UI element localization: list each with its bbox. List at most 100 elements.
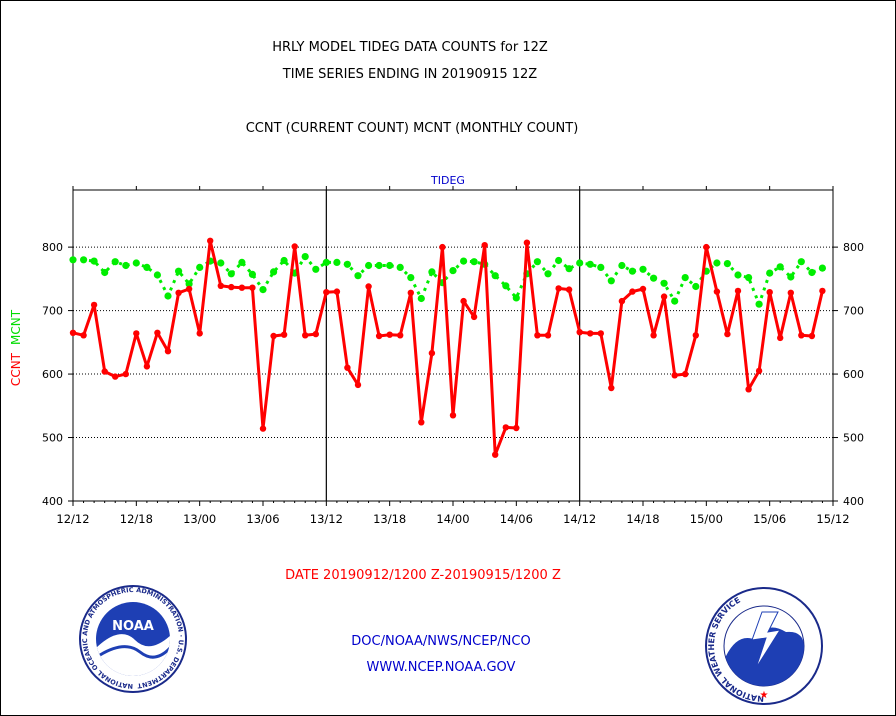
data-point-ccnt [302,332,309,339]
data-point-ccnt [375,332,383,340]
noaa-logo-center-text: NOAA [112,619,154,634]
data-point-ccnt [80,332,87,339]
data-point-ccnt [534,332,541,339]
data-point-mcnt [650,274,658,282]
data-point-ccnt [682,370,689,378]
x-tick-label: 15/06 [753,512,786,526]
nws-logo: NATIONAL WEATHER SERVICE ★ [705,587,823,705]
data-point-mcnt [576,259,584,267]
plot-border [72,189,834,502]
data-point-mcnt [143,263,151,271]
data-point-ccnt [365,283,372,290]
data-point-mcnt [671,297,679,305]
data-point-ccnt [713,288,721,295]
data-point-mcnt [101,268,109,277]
data-point-mcnt [555,256,563,265]
data-point-ccnt [819,287,826,295]
data-point-mcnt [164,292,172,300]
x-tick-label: 15/00 [690,512,723,526]
x-tick-label: 15/12 [816,512,849,526]
y-tick-label-right: 800 [843,241,864,254]
data-point-mcnt [417,294,425,303]
data-point-ccnt [798,332,805,339]
data-point-ccnt [249,284,256,291]
panel-label: TIDEG [430,174,465,187]
data-point-ccnt [513,424,520,432]
data-point-mcnt [396,263,404,271]
svg-text:CCNTMCNT: CCNT MCNT [9,309,23,386]
data-point-mcnt [787,273,795,281]
data-point-ccnt [460,297,467,305]
data-point-mcnt [755,300,763,308]
data-point-mcnt [818,264,827,272]
x-tick-label: 13/18 [373,512,406,526]
y-tick-label-left: 500 [42,432,63,445]
data-point-mcnt [375,261,383,270]
y-axis-label-mcnt: MCNT [9,309,23,345]
data-point-mcnt [111,258,119,266]
data-point-mcnt [122,261,130,270]
data-point-mcnt [365,261,373,270]
data-point-mcnt [354,272,362,280]
chart-title-line2: TIME SERIES ENDING IN 20190915 12Z [282,67,538,82]
data-point-ccnt [639,285,647,293]
data-point-ccnt [259,425,267,432]
data-point-ccnt [481,242,488,249]
data-point-mcnt [776,263,784,271]
chart-title-line1: HRLY MODEL TIDEG DATA COUNTS for 12Z [272,40,548,55]
data-point-ccnt [734,287,742,295]
data-point-ccnt [228,283,235,291]
data-point-ccnt [808,332,816,340]
data-point-ccnt [323,289,330,296]
star-icon: ★ [760,690,769,701]
data-point-ccnt [608,384,615,392]
data-point-mcnt [597,263,605,271]
data-point-ccnt [122,370,129,378]
data-point-mcnt [681,274,689,282]
data-point-mcnt [386,261,394,270]
data-point-mcnt [808,268,816,277]
y-tick-label-right: 600 [843,368,864,381]
data-point-ccnt [291,243,298,250]
data-point-mcnt [248,270,256,278]
noaa-logo: NOAA NATIONAL OCEANIC AND ATMOSPHERIC AD… [0,0,187,693]
data-point-mcnt [660,279,668,287]
data-point-mcnt [185,280,193,288]
y-tick-label-left: 800 [42,241,63,254]
data-point-ccnt [333,288,341,295]
data-point-mcnt [745,274,753,282]
data-point-mcnt [533,258,542,266]
data-point-ccnt [407,289,414,296]
y-axis-label-ccnt: CCNT [9,352,23,386]
data-point-ccnt [418,419,425,426]
data-point-ccnt [428,349,436,357]
data-point-ccnt [544,332,552,339]
data-point-ccnt [90,301,98,309]
x-tick-label: 14/18 [626,512,659,526]
x-tick-label: 14/12 [563,512,596,526]
data-point-ccnt [154,329,161,336]
data-point-ccnt [470,313,478,321]
x-tick-label: 14/00 [436,512,469,526]
data-point-mcnt [565,265,573,273]
y-tick-label-right: 400 [843,495,864,508]
data-point-mcnt [470,258,478,266]
data-point-ccnt [112,373,119,380]
data-point-ccnt [502,424,509,431]
data-point-ccnt [576,329,583,336]
data-point-ccnt [207,237,214,244]
data-point-mcnt [270,268,278,276]
x-tick-label: 14/06 [500,512,533,526]
x-tick-label: 13/00 [183,512,216,526]
y-tick-label-right: 700 [843,305,864,318]
y-tick-label-right: 500 [843,432,864,445]
data-point-mcnt [227,270,235,278]
data-point-ccnt [777,334,784,342]
y-tick-label-left: 600 [42,368,63,381]
date-range-label: DATE 20190912/1200 Z-20190915/1200 Z [285,568,561,583]
data-point-ccnt [196,330,203,337]
data-point-ccnt [703,243,710,251]
data-point-mcnt [544,270,552,278]
data-point-ccnt [69,329,77,336]
y-axis-label: CCNT MCNT [9,309,23,386]
